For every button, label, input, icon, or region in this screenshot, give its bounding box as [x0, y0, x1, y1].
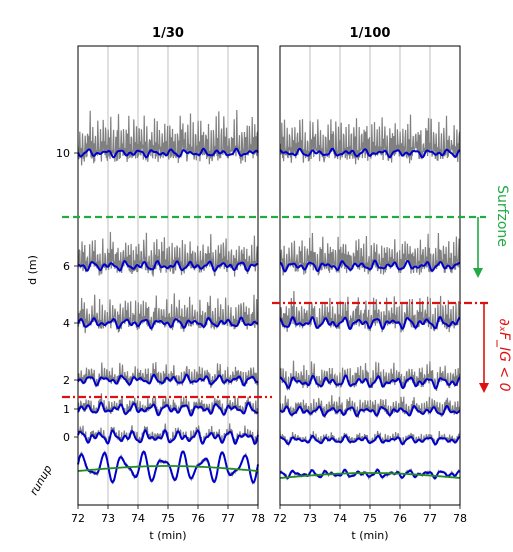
raw-trace-line	[77, 231, 259, 277]
filtered-trace-line	[77, 401, 259, 417]
runup-mean-line	[78, 465, 258, 472]
filtered-trace-line	[77, 147, 259, 159]
filtered-trace-line	[279, 434, 461, 446]
x-tick-label: 73	[303, 512, 317, 525]
filtered-trace-line	[279, 259, 461, 273]
x-tick-label: 73	[101, 512, 115, 525]
x-tick-label: 74	[131, 512, 145, 525]
filtered-trace-line	[279, 468, 461, 480]
y-tick-label-runup: runup	[27, 463, 54, 498]
y-tick-label: 0	[63, 431, 70, 444]
filtered-trace-line	[77, 429, 259, 445]
surfzone-label: Surfzone	[494, 185, 510, 247]
x-tick-label: 77	[423, 512, 437, 525]
filtered-trace-line	[77, 373, 259, 387]
flux-arrowhead	[479, 383, 489, 393]
x-tick-label: 78	[251, 512, 265, 525]
raw-trace-line	[77, 109, 259, 166]
filtered-trace-line	[280, 404, 461, 418]
x-tick-label: 78	[453, 512, 467, 525]
filtered-trace-line	[77, 260, 259, 272]
x-axis-label: t (min)	[351, 529, 388, 542]
x-tick-label: 72	[273, 512, 287, 525]
filtered-trace-line	[77, 316, 259, 330]
y-tick-label: 1	[63, 403, 70, 416]
y-tick-label: 4	[63, 317, 70, 330]
x-tick-label: 77	[221, 512, 235, 525]
filtered-trace-line	[77, 450, 259, 484]
x-tick-label: 72	[71, 512, 85, 525]
axes-frame	[77, 45, 259, 506]
flux-label: ∂ₓF_IG < 0	[496, 318, 512, 391]
panel-title: 1/30	[152, 26, 184, 41]
x-tick-label: 76	[393, 512, 407, 525]
filtered-trace-line	[279, 374, 461, 390]
raw-trace-line	[279, 114, 461, 165]
panel-1-100: 72 73 74 75 76 77 78 1/100 t (min)	[273, 26, 467, 542]
x-tick-label: 74	[333, 512, 347, 525]
x-tick-label: 75	[363, 512, 377, 525]
y-tick-label: 6	[63, 260, 70, 273]
filtered-trace-line	[279, 147, 461, 159]
annotations: Surfzone ∂ₓF_IG < 0	[62, 185, 512, 399]
x-axis-label: t (min)	[149, 529, 186, 542]
surfzone-arrowhead	[473, 268, 483, 278]
x-tick-label: 76	[191, 512, 205, 525]
raw-trace-line	[77, 293, 259, 334]
y-axis-label: d (m)	[26, 255, 39, 285]
raw-trace-line	[77, 362, 259, 388]
panel-title: 1/100	[350, 26, 391, 41]
x-tick-label: 75	[161, 512, 175, 525]
y-tick-label: 10	[56, 147, 70, 160]
filtered-trace-line	[279, 316, 461, 330]
runup-mean-line	[280, 472, 460, 479]
axes-frame	[279, 45, 461, 506]
y-tick-label: 2	[63, 374, 70, 387]
